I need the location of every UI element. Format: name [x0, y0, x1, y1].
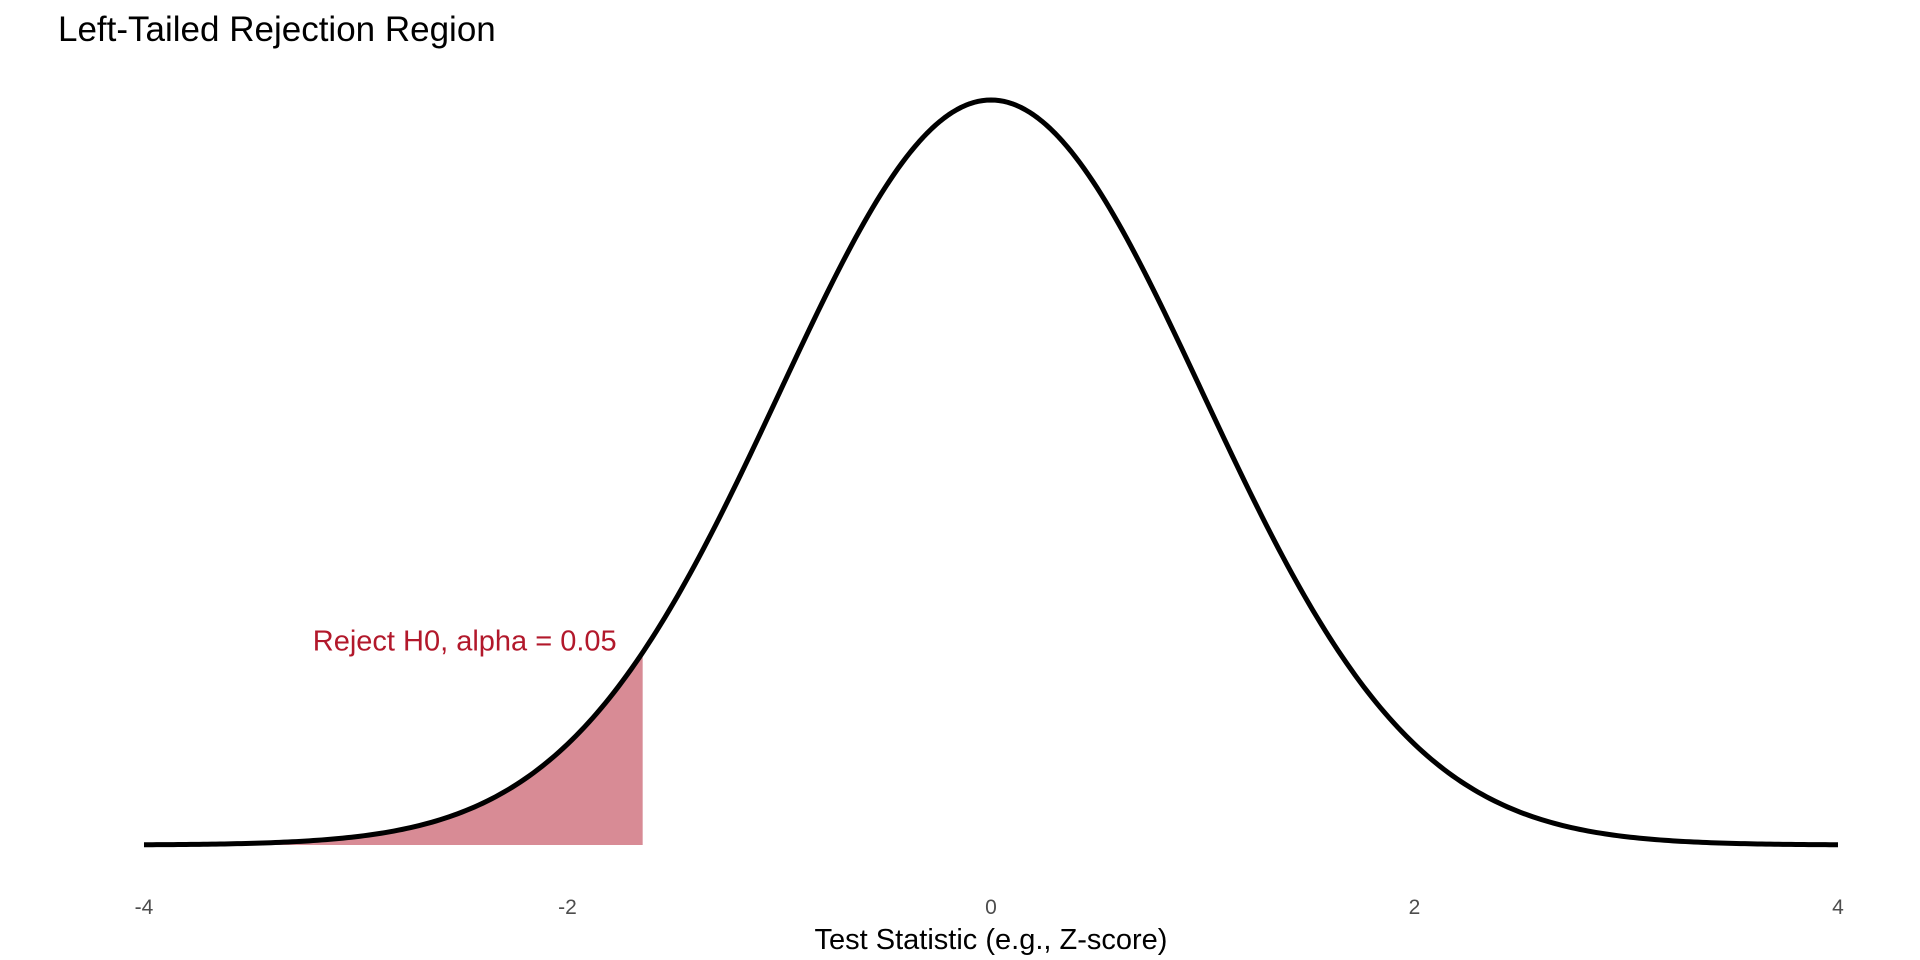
x-tick-label: 0	[985, 896, 997, 919]
density-curve	[143, 97, 1839, 848]
x-axis-ticks: -4 -2 0 2 4	[135, 896, 1845, 919]
rejection-region-area	[144, 652, 643, 845]
chart-title: Left-Tailed Rejection Region	[58, 10, 496, 49]
x-axis-label: Test Statistic (e.g., Z-score)	[815, 924, 1168, 956]
x-tick-label: 4	[1832, 896, 1844, 919]
x-tick-label: 2	[1409, 896, 1421, 919]
x-tick-label: -2	[558, 896, 577, 919]
rejection-annotation: Reject H0, alpha = 0.05	[313, 625, 617, 657]
x-tick-label: -4	[135, 896, 154, 919]
